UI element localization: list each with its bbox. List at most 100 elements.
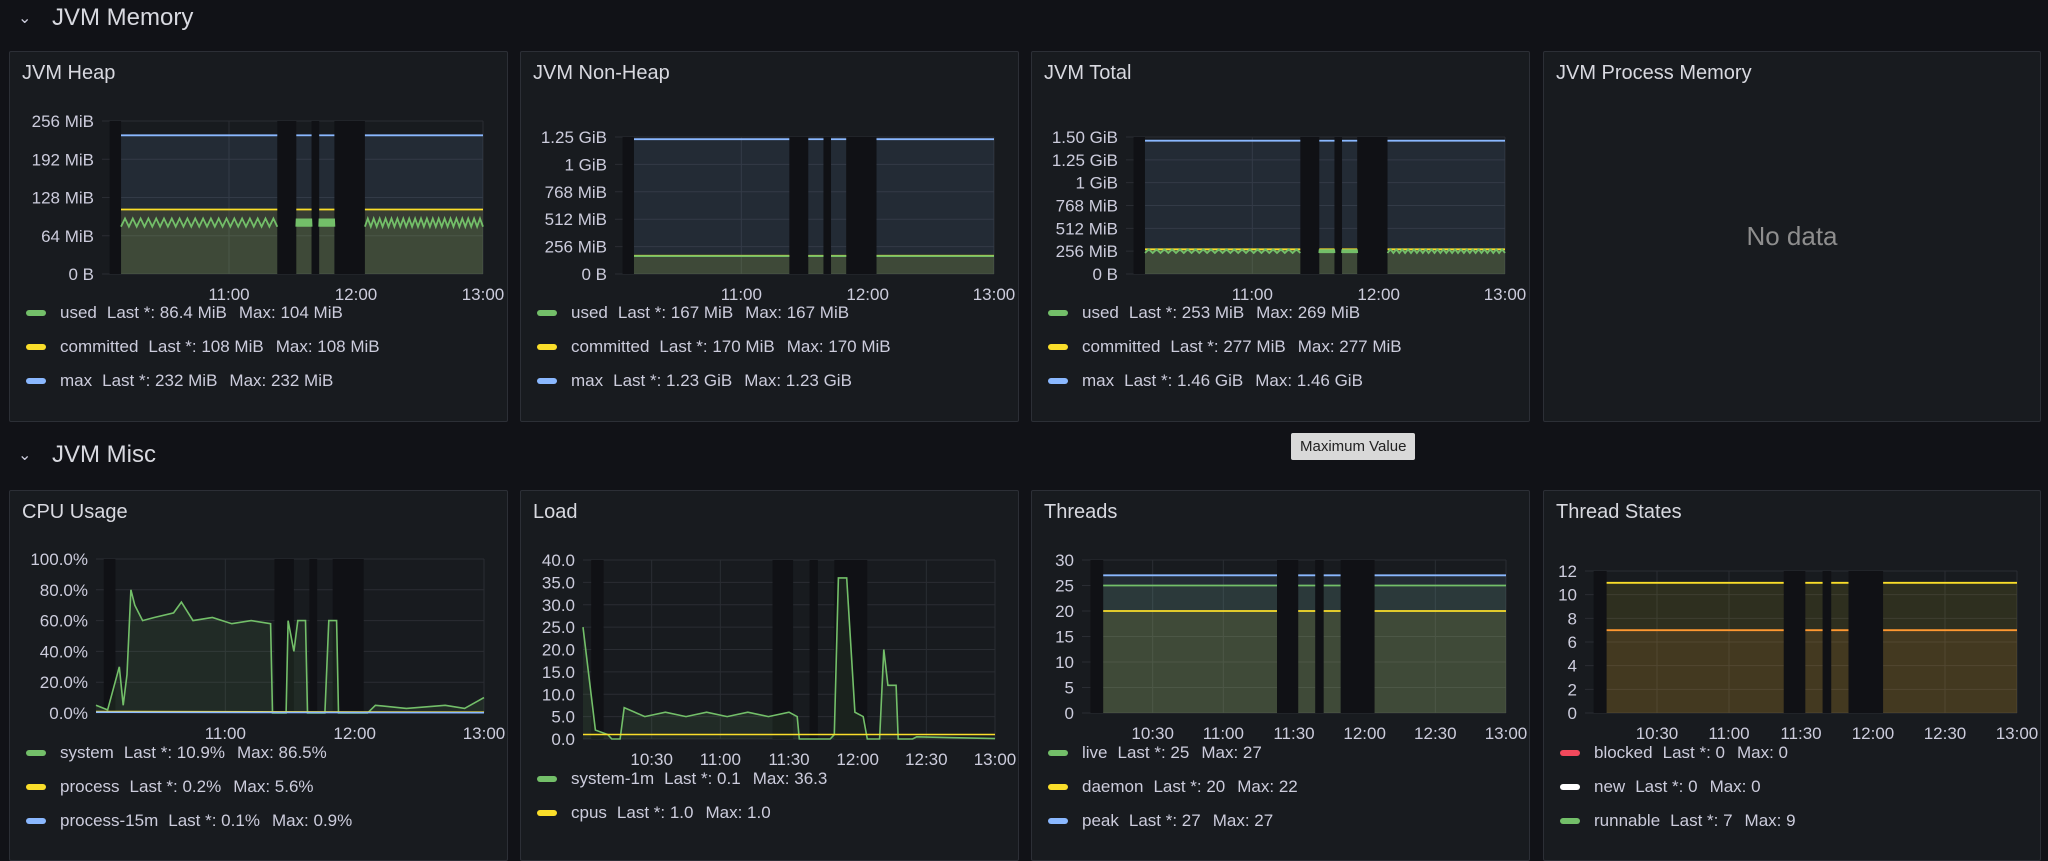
panel-title[interactable]: JVM Process Memory bbox=[1556, 62, 1752, 84]
legend-item-max[interactable]: max Last *: 1.46 GiB Max: 1.46 GiB bbox=[1044, 364, 1414, 398]
panel-jvm-non-heap[interactable]: JVM Non-Heap 1.25 GiB 1 GiB 768 MiB 512 MiB 2… bbox=[520, 51, 1019, 422]
legend-series-name: used bbox=[60, 303, 97, 322]
legend-swatch bbox=[26, 750, 46, 756]
panel-thread-states[interactable]: Thread States 12 10 8 6 4 2 0 10:30 11:00 11:30 12:… bbox=[1543, 490, 2041, 861]
legend-item-committed[interactable]: committed Last *: 170 MiB Max: 170 MiB bbox=[533, 330, 903, 364]
legend-item-blocked[interactable]: blocked Last *: 0 Max: 0 bbox=[1556, 736, 1808, 770]
legend-item-system[interactable]: system Last *: 10.9% Max: 86.5% bbox=[22, 736, 364, 770]
y-tick-label: 60.0% bbox=[40, 612, 88, 631]
legend-last-value: Last *: 277 MiB bbox=[1170, 337, 1286, 356]
chart-svg[interactable]: 30 25 20 15 10 5 0 10:30 11:00 11:30 12:00 12:30 13:… bbox=[1032, 491, 1530, 861]
legend-max-value: Max: 232 MiB bbox=[229, 371, 334, 390]
legend-item-cpus[interactable]: cpus Last *: 1.0 Max: 1.0 bbox=[533, 796, 839, 830]
legend: used Last *: 86.4 MiB Max: 104 MiB committe… bbox=[22, 296, 392, 398]
legend-item-live[interactable]: live Last *: 25 Max: 27 bbox=[1044, 736, 1310, 770]
panel-title[interactable]: Threads bbox=[1044, 501, 1118, 523]
legend-item-peak[interactable]: peak Last *: 27 Max: 27 bbox=[1044, 804, 1310, 838]
row-header-jvm-misc[interactable]: ⌄ JVM Misc bbox=[18, 437, 156, 473]
x-tick-label: 13:00 bbox=[1996, 724, 2039, 743]
panel-cpu-usage[interactable]: CPU Usage 100.0% 80.0% 60.0% 40.0% 20.0% 0.0% 1… bbox=[9, 490, 508, 861]
legend-series-name: system bbox=[60, 743, 114, 762]
chart-svg[interactable]: 256 MiB 192 MiB 128 MiB 64 MiB 0 B 11:00 12:00… bbox=[10, 52, 508, 422]
legend-item-max[interactable]: max Last *: 232 MiB Max: 232 MiB bbox=[22, 364, 392, 398]
legend-series-name: max bbox=[571, 371, 604, 390]
series-fill-upper bbox=[1805, 582, 1823, 713]
no-data-label: No data bbox=[1746, 221, 1838, 251]
tooltip: Maximum Value bbox=[1291, 433, 1416, 460]
legend-swatch bbox=[537, 378, 557, 384]
legend-last-value: Last *: 86.4 MiB bbox=[106, 303, 227, 322]
series-fill-max bbox=[121, 135, 278, 274]
y-tick-label: 1 GiB bbox=[564, 155, 607, 174]
legend-item-new[interactable]: new Last *: 0 Max: 0 bbox=[1556, 770, 1808, 804]
chart-svg[interactable]: 12 10 8 6 4 2 0 10:30 11:00 11:30 12:00 12:30 13:00 bbox=[1544, 491, 2041, 861]
row-header-jvm-memory[interactable]: ⌄ JVM Memory bbox=[18, 0, 193, 36]
legend-last-value: Last *: 108 MiB bbox=[148, 337, 264, 356]
gap-band bbox=[809, 560, 818, 739]
legend-max-value: Max: 108 MiB bbox=[275, 337, 380, 356]
gap-band bbox=[1593, 571, 1607, 713]
legend-last-value: Last *: 27 bbox=[1128, 811, 1201, 830]
legend-swatch bbox=[1048, 750, 1068, 756]
legend-item-max[interactable]: max Last *: 1.23 GiB Max: 1.23 GiB bbox=[533, 364, 903, 398]
chart-svg[interactable]: 100.0% 80.0% 60.0% 40.0% 20.0% 0.0% 11:00 12:00… bbox=[10, 491, 508, 861]
legend-item-used[interactable]: used Last *: 253 MiB Max: 269 MiB bbox=[1044, 296, 1414, 330]
x-tick-label: 13:00 bbox=[1485, 724, 1528, 743]
legend-max-value: Max: 5.6% bbox=[233, 777, 314, 796]
series-fill-max bbox=[364, 135, 483, 274]
panel-jvm-total[interactable]: JVM Total 1.50 GiB 1.25 GiB 1 GiB 768 MiB 512… bbox=[1031, 51, 1530, 422]
series-line-used bbox=[1144, 248, 1301, 255]
y-tick-label: 1 GiB bbox=[1075, 174, 1118, 193]
y-tick-label: 2 bbox=[1568, 680, 1577, 699]
legend-item-system-1m[interactable]: system-1m Last *: 0.1 Max: 36.3 bbox=[533, 762, 839, 796]
series-line-used bbox=[295, 218, 313, 227]
legend-swatch bbox=[1048, 784, 1068, 790]
legend-last-value: Last *: 25 bbox=[1117, 743, 1190, 762]
x-tick-label: 11:00 bbox=[700, 750, 741, 769]
legend-swatch bbox=[26, 344, 46, 350]
legend-item-process-15m[interactable]: process-15m Last *: 0.1% Max: 0.9% bbox=[22, 804, 364, 838]
gap-band bbox=[591, 560, 604, 739]
panel-title[interactable]: JVM Heap bbox=[22, 62, 116, 84]
panel-threads[interactable]: Threads 30 25 20 15 10 5 0 10:30 11:00 11:30 12:00 1… bbox=[1031, 490, 1530, 861]
x-tick-label: 12:30 bbox=[1924, 724, 1967, 743]
legend-last-value: Last *: 167 MiB bbox=[617, 303, 734, 322]
gap-band bbox=[1340, 560, 1375, 713]
panel-title[interactable]: CPU Usage bbox=[22, 501, 128, 523]
panel-title[interactable]: JVM Total bbox=[1044, 62, 1132, 84]
legend-item-runnable[interactable]: runnable Last *: 7 Max: 9 bbox=[1556, 804, 1808, 838]
y-tick-label: 64 MiB bbox=[41, 227, 94, 246]
legend-max-value: Max: 104 MiB bbox=[238, 303, 343, 322]
series-fill-daemon bbox=[1298, 611, 1316, 713]
legend-item-committed[interactable]: committed Last *: 108 MiB Max: 108 MiB bbox=[22, 330, 392, 364]
y-tick-label: 100.0% bbox=[30, 550, 88, 569]
panel-title[interactable]: JVM Non-Heap bbox=[533, 62, 670, 84]
x-tick-label: 11:00 bbox=[1203, 724, 1244, 743]
legend-item-committed[interactable]: committed Last *: 277 MiB Max: 277 MiB bbox=[1044, 330, 1414, 364]
legend-item-process[interactable]: process Last *: 0.2% Max: 5.6% bbox=[22, 770, 364, 804]
legend-item-used[interactable]: used Last *: 167 MiB Max: 167 MiB bbox=[533, 296, 903, 330]
legend-swatch bbox=[26, 784, 46, 790]
panel-title[interactable]: Load bbox=[533, 501, 578, 523]
legend-max-value: Max: 27 bbox=[1212, 811, 1274, 830]
panel-jvm-process-memory[interactable]: JVM Process Memory No data bbox=[1543, 51, 2041, 422]
chart-svg[interactable]: 1.25 GiB 1 GiB 768 MiB 512 MiB 256 MiB 0 B 11:… bbox=[521, 52, 1019, 422]
panel-load[interactable]: Load 40.0 35.0 30.0 25.0 20.0 15.0 10.0 5.0 0.0 10… bbox=[520, 490, 1019, 861]
series-fill-live bbox=[1374, 585, 1506, 713]
legend-item-used[interactable]: used Last *: 86.4 MiB Max: 104 MiB bbox=[22, 296, 392, 330]
y-tick-label: 20.0% bbox=[40, 673, 88, 692]
series-fill-committed bbox=[808, 255, 824, 274]
y-tick-label: 40.0 bbox=[542, 551, 575, 570]
panel-title[interactable]: Thread States bbox=[1556, 501, 1682, 523]
chart-svg[interactable]: 1.50 GiB 1.25 GiB 1 GiB 768 MiB 512 MiB 256 M… bbox=[1032, 52, 1530, 422]
y-tick-label: 30 bbox=[1055, 551, 1074, 570]
gap-band bbox=[1315, 560, 1324, 713]
chevron-down-icon: ⌄ bbox=[18, 10, 32, 27]
chart-svg[interactable]: 40.0 35.0 30.0 25.0 20.0 15.0 10.0 5.0 0.0 10:30 1… bbox=[521, 491, 1019, 861]
x-tick-label: 11:30 bbox=[768, 750, 809, 769]
y-tick-label: 15.0 bbox=[542, 663, 575, 682]
panel-jvm-heap[interactable]: JVM Heap 256 MiB 192 MiB 128 MiB 64 MiB 0 B 11… bbox=[9, 51, 508, 422]
legend-swatch bbox=[537, 344, 557, 350]
legend-item-daemon[interactable]: daemon Last *: 20 Max: 22 bbox=[1044, 770, 1310, 804]
x-tick-label: 13:00 bbox=[1484, 285, 1527, 304]
